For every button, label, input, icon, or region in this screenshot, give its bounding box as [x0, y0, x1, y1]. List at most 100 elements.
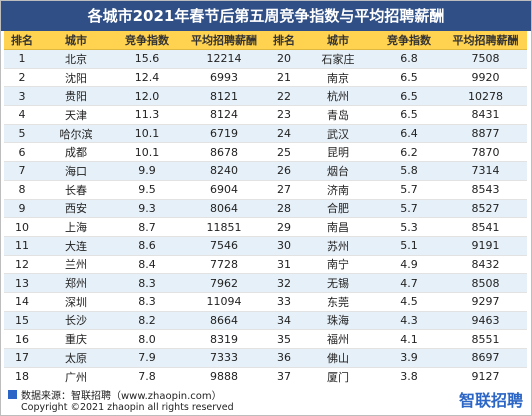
cell-competition-index: 8.3 [112, 273, 182, 293]
cell-city: 长春 [40, 180, 112, 200]
table-row: 7 海口 9.9 8240 26 烟台 5.8 7314 [4, 161, 527, 181]
header-city-right: 城市 [302, 31, 374, 50]
header-rank-right: 排名 [266, 31, 302, 50]
cell-competition-index: 9.3 [112, 199, 182, 219]
header-competition-index-right: 竞争指数 [374, 31, 444, 50]
cell-city: 海口 [40, 161, 112, 181]
cell-average-salary-right: 10278 [444, 86, 527, 107]
cell-city: 长沙 [40, 311, 112, 331]
cell-average-salary: 7546 [182, 236, 266, 256]
cell-competition-index-right: 4.7 [374, 273, 444, 293]
cell-city: 广州 [40, 367, 112, 387]
cell-rank: 4 [4, 105, 40, 125]
cell-city-right: 无锡 [302, 273, 374, 293]
cell-rank-right: 30 [266, 236, 302, 256]
cell-average-salary: 11851 [182, 217, 266, 237]
table-row: 8 长春 9.5 6904 27 济南 5.7 8543 [4, 180, 527, 200]
source-marker-icon [8, 390, 17, 399]
cell-rank: 15 [4, 311, 40, 331]
table-row: 1 北京 15.6 12214 20 石家庄 6.8 7508 [4, 49, 527, 69]
cell-rank-right: 32 [266, 273, 302, 293]
cell-average-salary-right: 8432 [444, 255, 527, 275]
copyright-notice: Copyright ©2021 zhaopin all rights reser… [21, 402, 234, 413]
cell-rank-right: 25 [266, 142, 302, 163]
cell-city: 郑州 [40, 273, 112, 293]
cell-city-right: 东莞 [302, 292, 374, 312]
cell-city-right: 珠海 [302, 311, 374, 331]
cell-average-salary: 8664 [182, 311, 266, 331]
cell-rank-right: 31 [266, 255, 302, 275]
cell-rank: 6 [4, 142, 40, 163]
cell-competition-index-right: 6.5 [374, 105, 444, 125]
cell-competition-index: 11.3 [112, 105, 182, 125]
cell-rank: 3 [4, 86, 40, 107]
cell-city: 贵阳 [40, 86, 112, 107]
cell-city: 深圳 [40, 292, 112, 312]
cell-average-salary-right: 7870 [444, 142, 527, 163]
cell-competition-index: 7.8 [112, 367, 182, 387]
cell-competition-index-right: 5.8 [374, 161, 444, 181]
cell-city-right: 武汉 [302, 124, 374, 144]
cell-competition-index: 7.9 [112, 348, 182, 368]
cell-city-right: 烟台 [302, 161, 374, 181]
table-row: 3 贵阳 12.0 8121 22 杭州 6.5 10278 [4, 86, 527, 107]
cell-city-right: 杭州 [302, 86, 374, 107]
header-competition-index: 竞争指数 [112, 31, 182, 50]
cell-rank: 12 [4, 255, 40, 275]
cell-city-right: 济南 [302, 180, 374, 200]
cell-city-right: 昆明 [302, 142, 374, 163]
table-row: 9 西安 9.3 8064 28 合肥 5.7 8527 [4, 199, 527, 219]
cell-city: 沈阳 [40, 68, 112, 88]
cell-city-right: 苏州 [302, 236, 374, 256]
cell-competition-index-right: 4.9 [374, 255, 444, 275]
cell-rank-right: 20 [266, 49, 302, 69]
cell-competition-index-right: 6.5 [374, 68, 444, 88]
table-row: 4 天津 11.3 8124 23 青岛 6.5 8431 [4, 105, 527, 125]
cell-competition-index-right: 4.1 [374, 329, 444, 349]
cell-average-salary: 9888 [182, 367, 266, 387]
cell-city-right: 南宁 [302, 255, 374, 275]
header-city: 城市 [40, 31, 112, 50]
cell-average-salary-right: 8508 [444, 273, 527, 293]
table-row: 18 广州 7.8 9888 37 厦门 3.8 9127 [4, 367, 527, 387]
cell-competition-index-right: 6.5 [374, 86, 444, 107]
cell-competition-index: 8.6 [112, 236, 182, 256]
cell-average-salary: 7962 [182, 273, 266, 293]
cell-rank: 1 [4, 49, 40, 69]
cell-rank-right: 36 [266, 348, 302, 368]
cell-competition-index-right: 6.4 [374, 124, 444, 144]
cell-city: 西安 [40, 199, 112, 219]
cell-average-salary: 6719 [182, 124, 266, 144]
cell-competition-index: 8.7 [112, 217, 182, 237]
zhaopin-logo: 智联招聘 [458, 391, 523, 410]
table-row: 12 兰州 8.4 7728 31 南宁 4.9 8432 [4, 255, 527, 275]
cell-average-salary-right: 9191 [444, 236, 527, 256]
cell-rank-right: 29 [266, 217, 302, 237]
cell-rank: 17 [4, 348, 40, 368]
cell-competition-index-right: 4.3 [374, 311, 444, 331]
cell-competition-index-right: 4.5 [374, 292, 444, 312]
cell-city-right: 青岛 [302, 105, 374, 125]
cell-competition-index: 9.9 [112, 161, 182, 181]
cell-average-salary-right: 8431 [444, 105, 527, 125]
cell-average-salary: 8319 [182, 329, 266, 349]
cell-rank-right: 21 [266, 68, 302, 88]
cell-competition-index: 8.4 [112, 255, 182, 275]
header-rank: 排名 [4, 31, 40, 50]
ranking-table: 排名 城市 竞争指数 平均招聘薪酬 排名 城市 竞争指数 平均招聘薪酬 1 北京 1… [4, 31, 527, 406]
cell-average-salary: 8678 [182, 142, 266, 163]
cell-rank-right: 23 [266, 105, 302, 125]
cell-average-salary-right: 8551 [444, 329, 527, 349]
cell-average-salary-right: 7508 [444, 49, 527, 69]
cell-average-salary: 6993 [182, 68, 266, 88]
cell-city: 太原 [40, 348, 112, 368]
cell-rank: 10 [4, 217, 40, 237]
cell-average-salary-right: 8527 [444, 199, 527, 219]
cell-average-salary: 8064 [182, 199, 266, 219]
cell-city-right: 南京 [302, 68, 374, 88]
cell-city-right: 厦门 [302, 367, 374, 387]
cell-competition-index: 9.5 [112, 180, 182, 200]
cell-average-salary: 7728 [182, 255, 266, 275]
cell-competition-index: 15.6 [112, 49, 182, 69]
